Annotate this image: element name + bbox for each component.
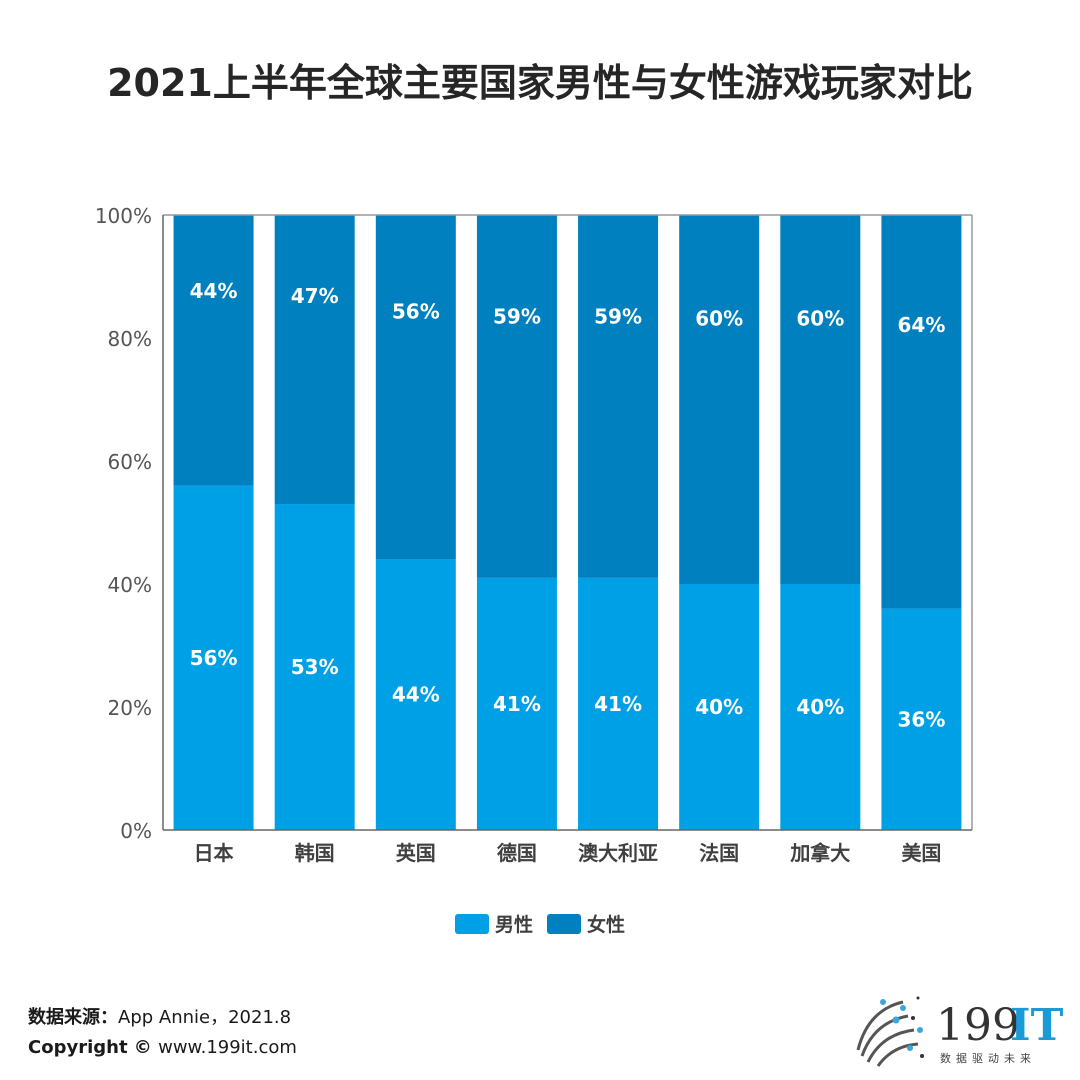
legend-swatch-female (547, 913, 581, 934)
x-tick-label: 德国 (497, 841, 537, 865)
x-tick-label: 法国 (699, 841, 739, 865)
legend-label-female: 女性 (587, 914, 626, 936)
data-label: 44% (392, 683, 440, 707)
bar-male (375, 559, 456, 830)
data-label: 59% (493, 305, 541, 329)
data-label: 60% (796, 306, 844, 330)
logo-text-it: IT (1010, 1000, 1064, 1051)
bar-female (476, 215, 557, 578)
x-tick-label: 美国 (901, 841, 941, 865)
bar-male (881, 608, 962, 830)
copyright-value: www.199it.com (158, 1037, 297, 1058)
x-tick-label: 韩国 (295, 841, 335, 865)
stacked-bar-chart: 56% 44% 日本 53% 47% 韩国 44% 56% 英国 41% 59% 德国 41% 59% 澳大… (95, 204, 973, 865)
legend-item-female: 女性 (547, 910, 625, 937)
data-label: 40% (695, 695, 743, 719)
y-tick-label: 100% (95, 204, 152, 228)
bar-male (173, 485, 254, 830)
data-label: 56% (392, 299, 440, 323)
y-tick-label: 60% (108, 450, 152, 474)
bar-female (780, 215, 861, 584)
data-label: 41% (493, 692, 541, 716)
bar-female (578, 215, 659, 578)
bar-female (274, 215, 355, 505)
y-tick-label: 0% (120, 819, 152, 843)
legend: 男性 女性 (0, 910, 1080, 937)
source-label: 数据来源： (28, 1007, 118, 1028)
199it-logo: 199 IT 数据驱动未来 (856, 996, 1064, 1067)
chart-title: 2021上半年全球主要国家男性与女性游戏玩家对比 (107, 61, 973, 105)
data-label: 36% (898, 707, 946, 731)
data-label: 60% (695, 306, 743, 330)
source-value: App Annie，2021.8 (118, 1007, 292, 1028)
bar-male (274, 504, 355, 830)
bar-male (679, 584, 760, 830)
bar-male (578, 577, 659, 830)
data-label: 41% (594, 692, 642, 716)
copyright-label: Copyright © (28, 1037, 152, 1058)
bar-female (173, 215, 254, 486)
x-tick-label: 日本 (194, 841, 234, 865)
data-label: 59% (594, 305, 642, 329)
bar-female (679, 215, 760, 584)
legend-item-male: 男性 (454, 910, 533, 937)
x-tick-label: 英国 (396, 841, 436, 865)
bar-male (476, 577, 557, 830)
bar-male (780, 584, 861, 830)
y-tick-label: 40% (108, 573, 152, 597)
logo-tagline: 数据驱动未来 (940, 1051, 1036, 1065)
logo-dots-icon (856, 996, 924, 1067)
data-label: 64% (898, 313, 946, 337)
logo-text-199: 199 (936, 1000, 1020, 1051)
bar-female (375, 215, 456, 560)
data-label: 53% (291, 655, 339, 679)
legend-swatch-male (454, 913, 489, 934)
legend-label-male: 男性 (494, 914, 533, 936)
x-tick-label: 澳大利亚 (578, 841, 658, 865)
data-label: 47% (291, 284, 339, 308)
y-tick-label: 20% (108, 696, 152, 720)
data-label: 44% (190, 279, 238, 303)
bar-female (881, 215, 962, 609)
copyright-line: Copyright © www.199it.com (28, 1037, 297, 1058)
source-line: 数据来源：App Annie，2021.8 (28, 1003, 291, 1029)
x-tick-label: 加拿大 (789, 841, 850, 865)
data-label: 56% (190, 646, 238, 670)
y-tick-label: 80% (108, 327, 152, 351)
data-label: 40% (796, 695, 844, 719)
